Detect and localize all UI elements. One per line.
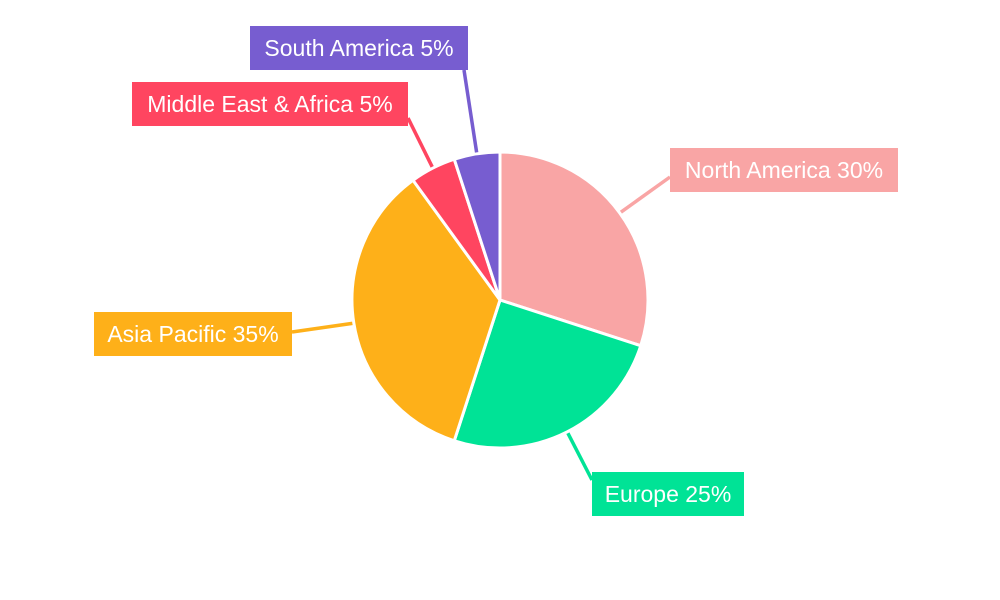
data-label-text: North America 30%: [685, 157, 883, 183]
pie-slice-asia-pacific[interactable]: [350, 178, 502, 443]
data-label-text: Europe 25%: [605, 481, 732, 507]
data-label-box: [132, 82, 408, 126]
leader-line-asia-pacific: [291, 321, 357, 334]
data-label-box: [94, 312, 292, 356]
leader-line-middle-east-africa: [406, 117, 436, 171]
data-label-middle-east-africa: Middle East & Africa 5%: [132, 82, 408, 126]
pie-slice-europe[interactable]: [452, 298, 643, 450]
leader-line-south-america: [462, 69, 479, 157]
data-label-box: [670, 148, 898, 192]
leader-line-north-america: [617, 175, 672, 216]
pie-slice-north-america[interactable]: [498, 150, 650, 348]
data-label-text: South America 5%: [264, 35, 453, 61]
data-label-box: [250, 26, 468, 70]
data-label-text: Middle East & Africa 5%: [147, 91, 392, 117]
data-label-south-america: South America 5%: [250, 26, 468, 70]
data-label-north-america: North America 30%: [670, 148, 898, 192]
data-label-box: [592, 472, 744, 516]
leader-line-europe: [564, 429, 594, 481]
data-label-europe: Europe 25%: [592, 472, 744, 516]
data-label-asia-pacific: Asia Pacific 35%: [94, 312, 292, 356]
pie-slice-south-america[interactable]: [452, 150, 502, 301]
data-label-text: Asia Pacific 35%: [107, 321, 278, 347]
